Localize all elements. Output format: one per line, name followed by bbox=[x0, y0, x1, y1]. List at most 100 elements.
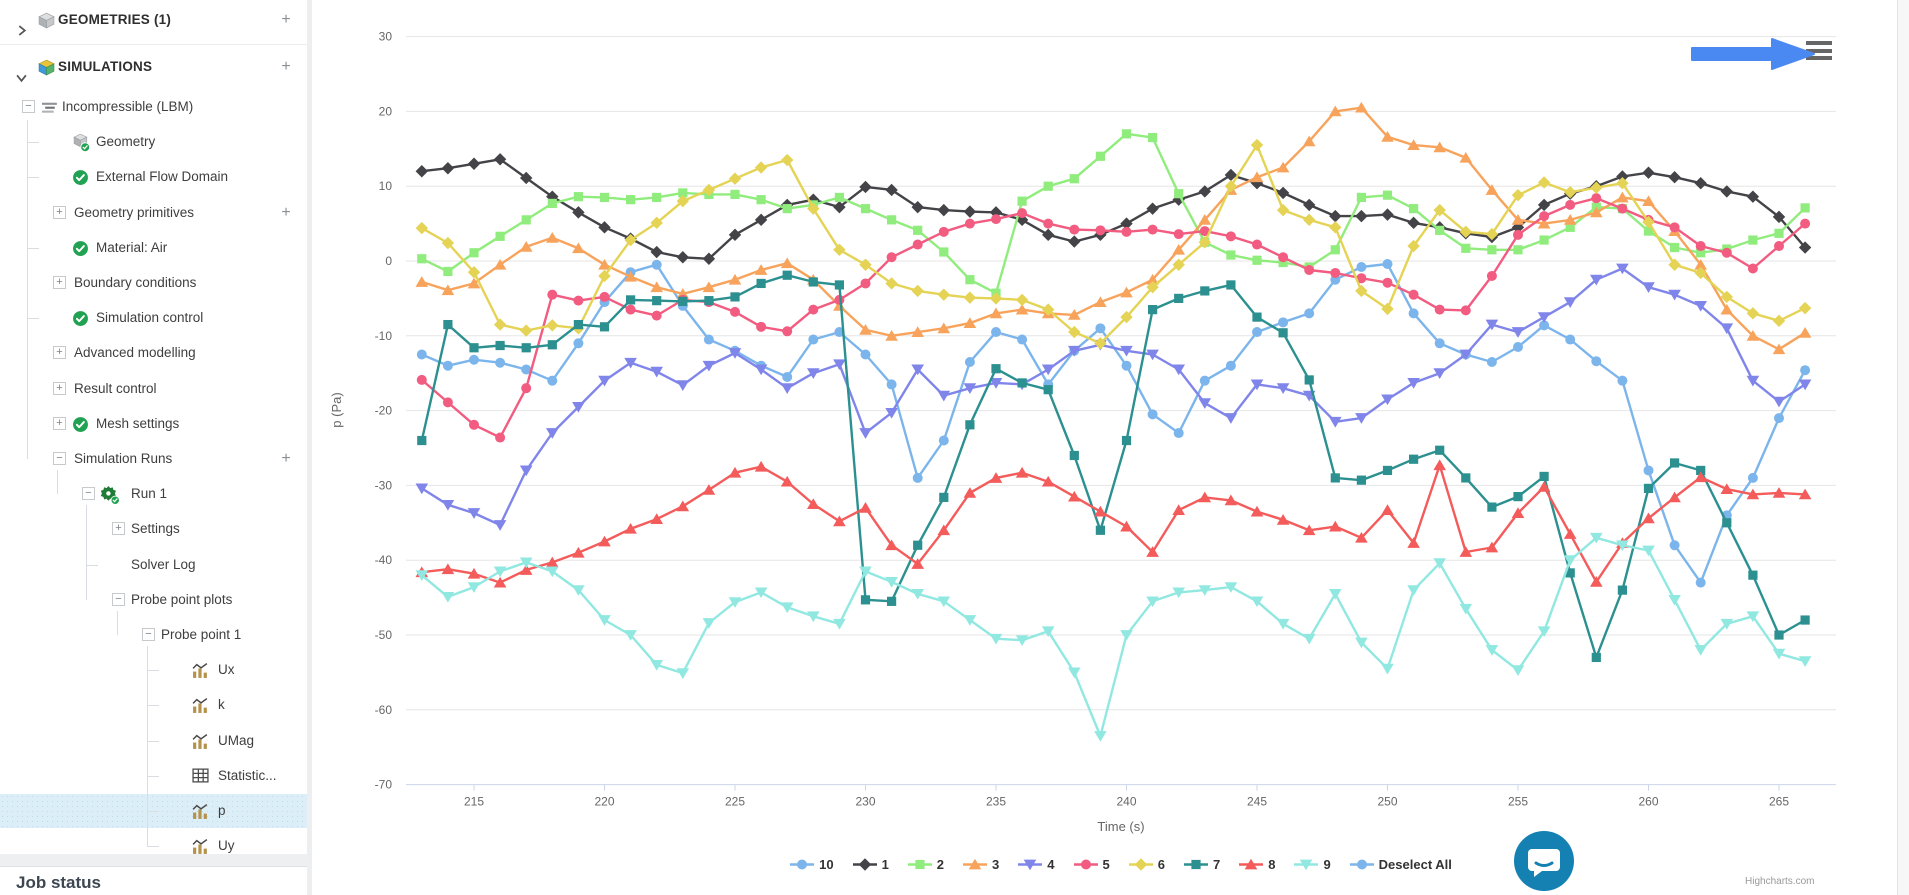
data-point-marker bbox=[1694, 471, 1707, 483]
data-point-marker bbox=[1244, 858, 1258, 870]
legend-label: 7 bbox=[1212, 857, 1221, 872]
sidebar-item-settings[interactable]: + Settings bbox=[0, 512, 307, 546]
data-point-marker bbox=[1748, 570, 1758, 580]
legend-item-2[interactable]: 2 bbox=[907, 857, 945, 872]
collapse-toggle[interactable]: − bbox=[82, 487, 95, 501]
data-point-marker bbox=[1041, 364, 1055, 376]
chevron-right-icon[interactable] bbox=[16, 15, 27, 36]
highcharts-credits[interactable]: Highcharts.com bbox=[1745, 876, 1815, 887]
collapse-toggle[interactable]: − bbox=[53, 452, 66, 465]
data-point-marker bbox=[1747, 472, 1758, 483]
sidebar-item-advanced-modelling[interactable]: + Advanced modelling bbox=[0, 336, 307, 370]
add-button[interactable]: + bbox=[281, 58, 291, 75]
sidebar-item-ux[interactable]: Ux bbox=[0, 653, 307, 687]
expand-toggle[interactable]: + bbox=[53, 381, 66, 395]
data-point-marker bbox=[860, 278, 871, 289]
sidebar-item-external-flow-domain[interactable]: External Flow Domain bbox=[0, 160, 307, 194]
sidebar-item-solver-log[interactable]: Solver Log bbox=[0, 548, 307, 582]
sidebar-item-geometries-1[interactable]: GEOMETRIES (1) + bbox=[0, 3, 307, 37]
data-point-marker bbox=[1304, 308, 1315, 319]
job-status-panel[interactable]: Job status bbox=[0, 866, 307, 895]
data-point-marker bbox=[807, 498, 820, 509]
data-point-marker bbox=[808, 304, 819, 315]
data-point-marker bbox=[1434, 338, 1445, 349]
sidebar-item-p[interactable]: p bbox=[0, 794, 307, 828]
expand-toggle[interactable]: + bbox=[53, 205, 66, 219]
legend-label: 2 bbox=[936, 857, 945, 872]
expand-toggle[interactable]: + bbox=[53, 416, 66, 430]
sidebar-item-boundary-conditions[interactable]: + Boundary conditions bbox=[0, 266, 307, 300]
data-point-marker bbox=[1459, 603, 1473, 615]
data-point-marker bbox=[885, 183, 898, 197]
data-point-marker bbox=[1798, 327, 1812, 338]
sidebar-item-probe-point-plots[interactable]: − Probe point plots bbox=[0, 583, 307, 617]
sidebar-item-run-1[interactable]: − Run 1 bbox=[0, 477, 307, 511]
tree-guide-line bbox=[57, 470, 58, 494]
data-point-marker bbox=[1798, 379, 1812, 391]
sidebar-item-geometry-primitives[interactable]: + Geometry primitives + bbox=[0, 196, 307, 230]
data-point-marker bbox=[1485, 541, 1499, 553]
sidebar-item-mesh-settings[interactable]: + Mesh settings bbox=[0, 407, 307, 441]
sidebar-item-simulation-runs[interactable]: − Simulation Runs + bbox=[0, 442, 307, 476]
chevron-down-icon[interactable] bbox=[16, 62, 27, 83]
data-point-marker bbox=[1146, 349, 1159, 361]
add-button[interactable]: + bbox=[281, 11, 291, 28]
sidebar-item-k[interactable]: k bbox=[0, 688, 307, 722]
legend-item-1[interactable]: 1 bbox=[852, 857, 889, 872]
page-scrollbar-track[interactable] bbox=[1897, 0, 1909, 895]
collapse-toggle[interactable]: − bbox=[112, 592, 125, 606]
legend-item-6[interactable]: 6 bbox=[1128, 857, 1165, 872]
legend-item-10[interactable]: 10 bbox=[790, 857, 834, 872]
y-tick-label: -20 bbox=[375, 404, 393, 418]
expand-toggle[interactable]: + bbox=[112, 522, 125, 536]
data-point-marker bbox=[859, 180, 872, 194]
chart-icon bbox=[192, 733, 209, 750]
data-point-marker bbox=[1224, 494, 1238, 506]
legend-item-3[interactable]: 3 bbox=[963, 857, 999, 872]
intercom-chat-button[interactable] bbox=[1514, 831, 1574, 891]
data-point-marker bbox=[1147, 409, 1158, 420]
add-button[interactable]: + bbox=[281, 450, 291, 467]
data-point-marker bbox=[1408, 289, 1419, 300]
data-point-marker bbox=[676, 380, 690, 391]
expand-toggle[interactable]: + bbox=[53, 276, 66, 289]
data-point-marker bbox=[703, 334, 714, 345]
sidebar-item-incompressible-lbm[interactable]: − Incompressible (LBM) bbox=[0, 90, 307, 124]
sidebar-item-simulations[interactable]: SIMULATIONS + bbox=[0, 50, 307, 84]
sidebar-item-uy[interactable]: Uy bbox=[0, 829, 307, 863]
sidebar-item-probe-point-1[interactable]: − Probe point 1 bbox=[0, 618, 307, 652]
collapse-toggle[interactable]: − bbox=[22, 100, 35, 113]
sidebar-item-material-air[interactable]: Material: Air bbox=[0, 231, 307, 265]
legend-item-4[interactable]: 4 bbox=[1018, 857, 1055, 872]
add-button[interactable]: + bbox=[281, 203, 291, 221]
expand-toggle[interactable]: + bbox=[53, 346, 66, 360]
sidebar-item-result-control[interactable]: + Result control bbox=[0, 372, 307, 406]
chart-context-menu-icon[interactable] bbox=[1806, 41, 1832, 64]
legend-item-5[interactable]: 5 bbox=[1073, 857, 1110, 872]
legend-item-9[interactable]: 9 bbox=[1294, 857, 1331, 872]
data-point-marker bbox=[441, 563, 455, 575]
sidebar-item-statistic[interactable]: Statistic... bbox=[0, 759, 307, 793]
data-point-marker bbox=[521, 215, 531, 225]
legend-item-7[interactable]: 7 bbox=[1183, 857, 1221, 872]
data-point-marker bbox=[989, 307, 1003, 319]
sidebar-item-umag[interactable]: UMag bbox=[0, 724, 307, 758]
data-point-marker bbox=[416, 374, 427, 385]
chart-icon bbox=[192, 803, 209, 820]
sidebar-item-geometry[interactable]: Geometry bbox=[0, 125, 307, 159]
data-point-marker bbox=[1225, 231, 1236, 242]
x-tick-label: 235 bbox=[986, 795, 1006, 809]
data-point-marker bbox=[1226, 250, 1236, 260]
collapse-toggle[interactable]: − bbox=[142, 628, 155, 641]
data-point-marker bbox=[546, 190, 559, 203]
sidebar-item-simulation-control[interactable]: Simulation control bbox=[0, 301, 307, 335]
legend-item-8[interactable]: 8 bbox=[1239, 857, 1275, 872]
legend-label: 6 bbox=[1157, 857, 1165, 872]
data-point-marker bbox=[441, 499, 455, 511]
project-tree-sidebar: GEOMETRIES (1) + SIMULATIONS + − Incompressib… bbox=[0, 0, 307, 895]
data-point-marker bbox=[572, 585, 585, 596]
legend-item-deselect-all[interactable]: Deselect All bbox=[1349, 857, 1452, 872]
data-point-marker bbox=[1798, 241, 1812, 254]
data-point-marker bbox=[1094, 505, 1107, 517]
data-point-marker bbox=[1747, 263, 1758, 274]
